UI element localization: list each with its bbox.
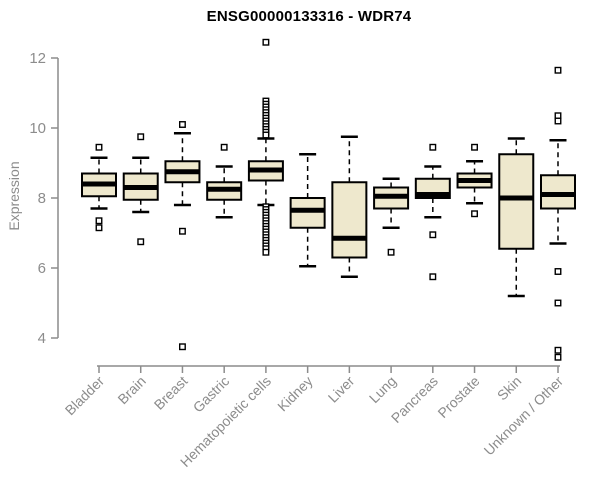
outlier-point [429, 143, 437, 151]
outlier-point [137, 238, 145, 246]
x-axis-category-label: Kidney [274, 373, 316, 415]
outlier-point [387, 248, 395, 256]
x-axis-category-label: Brain [114, 373, 148, 407]
outlier-point [137, 133, 145, 141]
outlier-point [554, 268, 562, 275]
y-axis-tick-label: 4 [38, 330, 46, 347]
outlier-point [220, 143, 228, 151]
box-rect [539, 174, 576, 210]
outlier-point [95, 143, 103, 151]
outlier-point [471, 210, 478, 218]
outlier-point [179, 227, 186, 235]
outlier-point [95, 217, 103, 225]
outlier-point [429, 273, 437, 281]
x-axis-category-label: Breast [151, 373, 191, 413]
outlier-point [95, 224, 103, 232]
x-axis-category-label: Unknown / Other [481, 373, 567, 459]
x-axis-category-label: Prostate [434, 373, 482, 421]
outlier-point [554, 299, 562, 307]
x-axis-category-label: Skin [494, 373, 525, 404]
y-axis-tick-label: 10 [29, 120, 46, 137]
chart-title: ENSG00000133316 - WDR74 [206, 8, 412, 25]
outlier-point [554, 353, 562, 361]
x-axis-category-label: Lung [366, 373, 399, 406]
x-axis-category-label: Bladder [62, 373, 108, 419]
y-axis-tick-label: 8 [38, 190, 46, 207]
y-axis-tick-label: 12 [29, 50, 46, 67]
box-rect [331, 181, 368, 259]
outlier-point [179, 343, 186, 351]
outlier-point [179, 121, 186, 128]
box-rect [498, 153, 535, 250]
outlier-point [262, 131, 270, 139]
box-rect [289, 197, 326, 229]
outlier-point [262, 248, 270, 256]
outlier-point [471, 143, 478, 151]
outlier-point [554, 66, 562, 74]
y-axis-tick-label: 6 [38, 260, 46, 277]
x-axis-category-label: Liver [325, 373, 358, 406]
outlier-point [554, 117, 562, 125]
outlier-point [429, 231, 437, 239]
outlier-point [554, 346, 562, 354]
outlier-point [262, 38, 270, 46]
